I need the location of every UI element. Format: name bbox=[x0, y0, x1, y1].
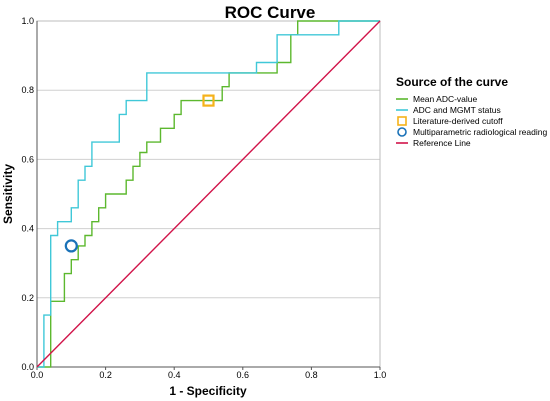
legend-item-reference-line: Reference Line bbox=[396, 138, 471, 148]
series-line-reference-line bbox=[36, 20, 381, 368]
series-group bbox=[36, 20, 381, 368]
y-tick-label: 0.6 bbox=[21, 154, 34, 164]
y-tick-label: 1.0 bbox=[21, 16, 34, 26]
y-tick-label: 0.4 bbox=[21, 224, 34, 234]
legend-label: Multiparametric radiological reading bbox=[413, 127, 547, 137]
x-axis-label: 1 - Specificity bbox=[169, 384, 247, 398]
x-tick-label: 0.4 bbox=[168, 370, 181, 380]
y-axis-label: Sensitivity bbox=[1, 164, 15, 224]
legend-label: ADC and MGMT status bbox=[413, 105, 501, 115]
y-tick-label: 0.8 bbox=[21, 85, 34, 95]
legend-title: Source of the curve bbox=[396, 75, 508, 89]
legend-item-adc-and-mgmt-status: ADC and MGMT status bbox=[396, 105, 501, 115]
x-tick-label: 0.0 bbox=[31, 370, 44, 380]
y-tick-label: 0.0 bbox=[21, 362, 34, 372]
x-tick-label: 0.6 bbox=[237, 370, 250, 380]
legend-item-multiparametric-radiological-reading: Multiparametric radiological reading bbox=[397, 127, 547, 137]
x-tick-label: 1.0 bbox=[374, 370, 387, 380]
legend-label: Literature-derived cutoff bbox=[413, 116, 503, 126]
legend-label: Mean ADC-value bbox=[413, 94, 478, 104]
tick-labels: 0.0 0.2 0.4 0.6 0.8 1.0 0.0 0.2 0.4 0.6 0.8 1.0 bbox=[21, 16, 386, 380]
chart-title: ROC Curve bbox=[225, 3, 316, 22]
legend-label: Reference Line bbox=[413, 138, 471, 148]
legend-swatch bbox=[397, 127, 407, 137]
marker-literature-derived-cutoff bbox=[202, 94, 215, 107]
x-tick-label: 0.8 bbox=[305, 370, 318, 380]
legend-swatch bbox=[397, 116, 407, 126]
legend-item-literature-derived-cutoff: Literature-derived cutoff bbox=[397, 116, 503, 126]
axes bbox=[36, 20, 381, 368]
y-tick-label: 0.2 bbox=[21, 293, 34, 303]
legend-item-mean-adc-value: Mean ADC-value bbox=[396, 94, 478, 104]
series-line-adc-and-mgmt-status bbox=[37, 20, 380, 368]
x-tick-label: 0.2 bbox=[99, 370, 112, 380]
marker-multiparametric-radiological-reading bbox=[64, 239, 78, 253]
